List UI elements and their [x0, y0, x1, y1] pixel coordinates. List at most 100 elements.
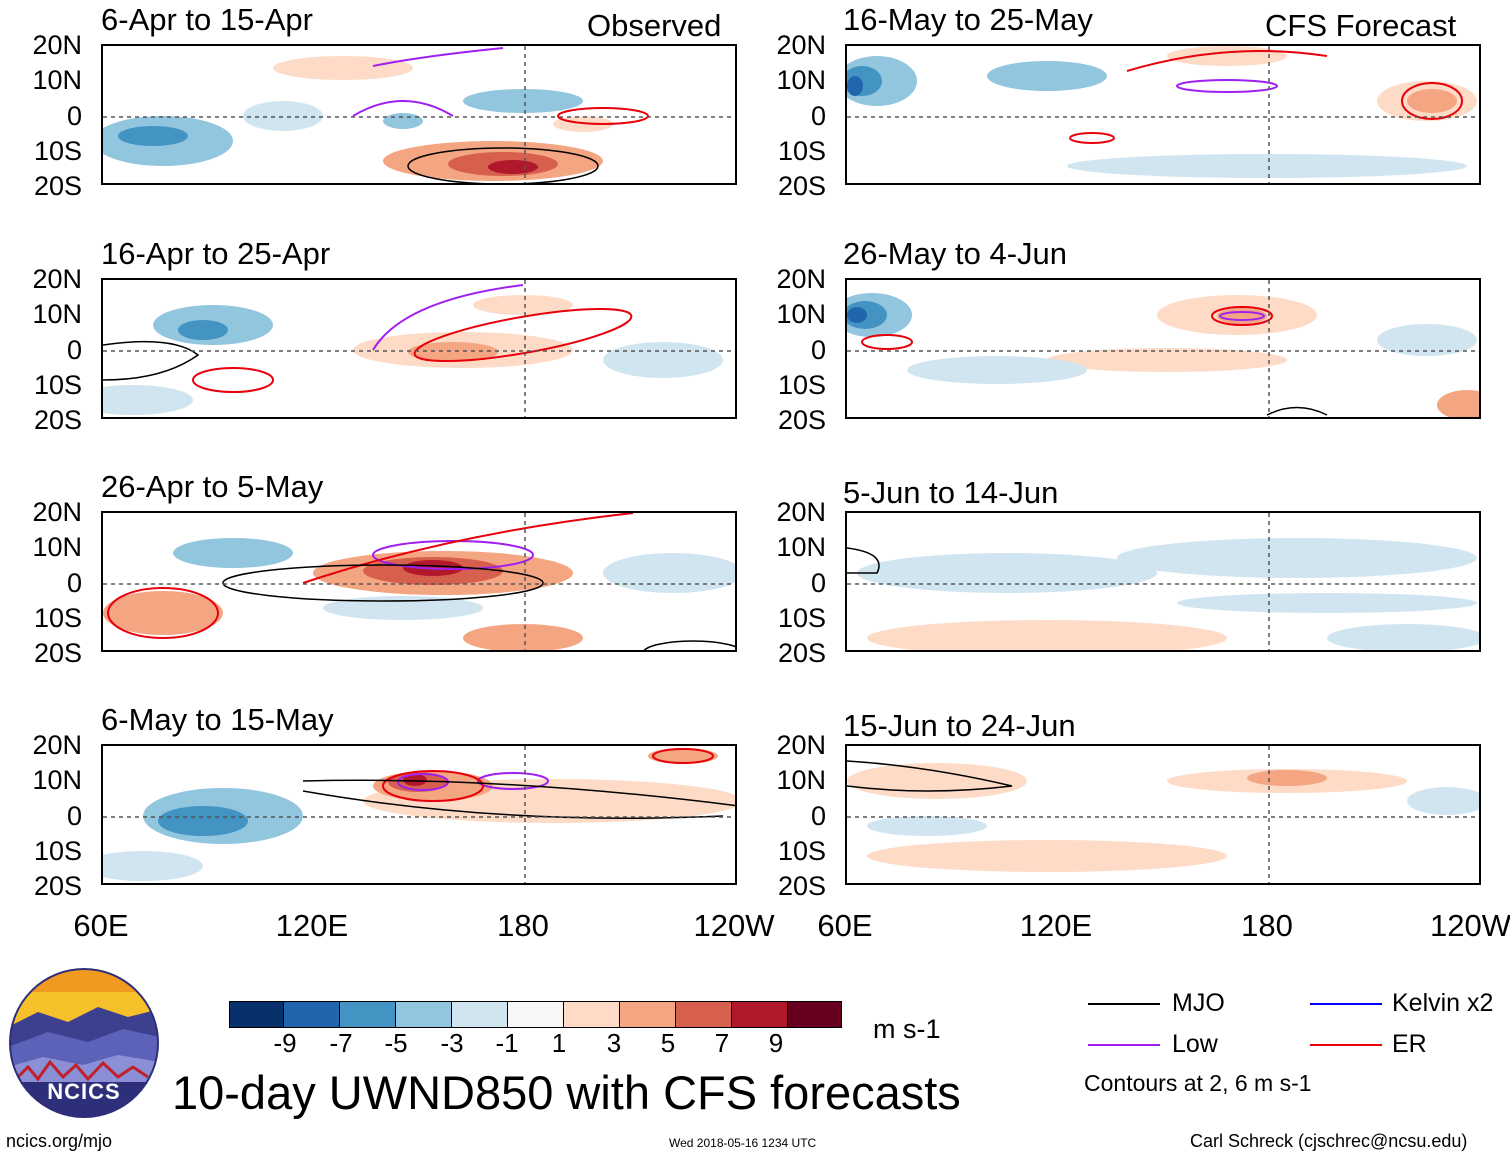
- map-panel-right-1: [845, 44, 1481, 185]
- panel-title-left-1: 6-Apr to 15-Apr: [101, 2, 313, 37]
- lon-label-left-180: 180: [497, 908, 549, 943]
- lat-label: 0: [66, 335, 82, 365]
- colorbar-tick-label: -3: [440, 1028, 464, 1058]
- lon-label-right-60e: 60E: [817, 908, 873, 943]
- colorbar-swatch: [396, 1002, 452, 1027]
- lat-label: 10S: [777, 136, 826, 166]
- lat-label: 20N: [776, 264, 826, 294]
- lat-label: 20N: [776, 730, 826, 760]
- lat-label: 0: [66, 101, 82, 131]
- colorbar-tick-label: -1: [495, 1028, 519, 1058]
- lat-label: 20N: [32, 730, 82, 760]
- lat-label: 10N: [32, 532, 82, 562]
- legend-low-label: Low: [1172, 1030, 1218, 1058]
- lat-label: 10N: [776, 765, 826, 795]
- legend: MJO Kelvin x2 Low ER Contours at 2, 6 m …: [1084, 989, 1508, 1099]
- legend-kelvin-label: Kelvin x2: [1392, 989, 1494, 1017]
- lat-label: 20S: [777, 638, 826, 668]
- lat-label: 20N: [776, 497, 826, 527]
- lat-label: 20S: [777, 171, 826, 201]
- lat-label: 20S: [33, 638, 82, 668]
- lat-label: 20S: [777, 871, 826, 901]
- colorbar-swatch: [732, 1002, 788, 1027]
- colorbar-tick-label: 9: [768, 1028, 784, 1058]
- lat-label: 0: [810, 335, 826, 365]
- lat-label: 0: [810, 568, 826, 598]
- lat-label: 0: [66, 568, 82, 598]
- lat-label: 20S: [777, 405, 826, 435]
- panel-title-left-3: 26-Apr to 5-May: [101, 469, 324, 504]
- observed-label: Observed: [587, 8, 722, 43]
- colorbar-units: m s-1: [873, 1014, 941, 1044]
- lat-label: 20S: [33, 871, 82, 901]
- lat-label: 20N: [32, 264, 82, 294]
- panel-title-left-2: 16-Apr to 25-Apr: [101, 236, 331, 271]
- colorbar-swatch: [340, 1002, 396, 1027]
- colorbar-tick-label: 7: [714, 1028, 730, 1058]
- colorbar-swatch: [788, 1002, 841, 1027]
- lat-label: 10S: [33, 136, 82, 166]
- lon-label-right-120e: 120E: [1019, 908, 1093, 943]
- colorbar-tick-label: 1: [551, 1028, 567, 1058]
- legend-er-line: [1310, 1044, 1382, 1046]
- lon-label-right-120w: 120W: [1430, 908, 1510, 943]
- main-title: 10-day UWND850 with CFS forecasts: [172, 1066, 961, 1119]
- lat-label: 10S: [33, 370, 82, 400]
- lat-label: 10N: [776, 299, 826, 329]
- map-panel-left-2: [101, 278, 737, 419]
- lat-label: 20N: [776, 30, 826, 60]
- colorbar-swatch: [676, 1002, 732, 1027]
- lat-label: 10S: [777, 370, 826, 400]
- legend-low-line: [1088, 1044, 1160, 1046]
- footer-credit: Carl Schreck (cjschrec@ncsu.edu): [1190, 1131, 1468, 1151]
- lat-label: 20S: [33, 171, 82, 201]
- lat-label: 10N: [32, 765, 82, 795]
- colorbar: [229, 1001, 842, 1028]
- colorbar-tick-label: -7: [329, 1028, 353, 1058]
- colorbar-tick-label: 3: [606, 1028, 622, 1058]
- panel-title-right-4: 15-Jun to 24-Jun: [843, 708, 1076, 743]
- lat-label: 10S: [33, 836, 82, 866]
- colorbar-tick-label: -9: [273, 1028, 297, 1058]
- lon-label-right-180: 180: [1241, 908, 1293, 943]
- lat-label: 10S: [777, 836, 826, 866]
- panel-title-right-1: 16-May to 25-May: [843, 2, 1093, 37]
- lat-label: 20S: [33, 405, 82, 435]
- legend-kelvin-line: [1310, 1003, 1382, 1005]
- colorbar-swatch: [508, 1002, 564, 1027]
- legend-mjo-line: [1088, 1003, 1160, 1005]
- colorbar-swatch: [452, 1002, 508, 1027]
- lat-label: 20N: [32, 30, 82, 60]
- lat-label: 10S: [33, 603, 82, 633]
- map-panel-left-1: [101, 44, 737, 185]
- legend-mjo-label: MJO: [1172, 989, 1225, 1017]
- legend-note: Contours at 2, 6 m s-1: [1084, 1070, 1312, 1096]
- colorbar-swatch: [230, 1002, 284, 1027]
- lat-label: 10N: [776, 65, 826, 95]
- map-panel-left-4: [101, 744, 737, 885]
- footer-url: ncics.org/mjo: [6, 1131, 113, 1151]
- lat-label: 0: [66, 801, 82, 831]
- colorbar-tick-label: -5: [384, 1028, 408, 1058]
- ncics-logo: NCICS: [8, 967, 160, 1119]
- colorbar-swatch: [620, 1002, 676, 1027]
- cfs-forecast-label: CFS Forecast: [1265, 8, 1457, 43]
- lat-label: 0: [810, 101, 826, 131]
- lon-label-left-120e: 120E: [275, 908, 349, 943]
- panel-title-right-3: 5-Jun to 14-Jun: [843, 475, 1059, 510]
- colorbar-swatch: [284, 1002, 340, 1027]
- footer-timestamp: Wed 2018-05-16 1234 UTC: [669, 1136, 817, 1150]
- map-panel-left-3: [101, 511, 737, 652]
- map-panel-right-2: [845, 278, 1481, 419]
- lat-label: 10N: [32, 65, 82, 95]
- lat-label: 10S: [777, 603, 826, 633]
- map-panel-right-4: [845, 744, 1481, 885]
- panel-title-left-4: 6-May to 15-May: [101, 702, 334, 737]
- lon-label-left-120w: 120W: [693, 908, 775, 943]
- colorbar-tick-label: 5: [660, 1028, 676, 1058]
- colorbar-swatch: [564, 1002, 620, 1027]
- map-panel-right-3: [845, 511, 1481, 652]
- lon-label-left-60e: 60E: [73, 908, 129, 943]
- lat-label: 20N: [32, 497, 82, 527]
- legend-er-label: ER: [1392, 1030, 1427, 1058]
